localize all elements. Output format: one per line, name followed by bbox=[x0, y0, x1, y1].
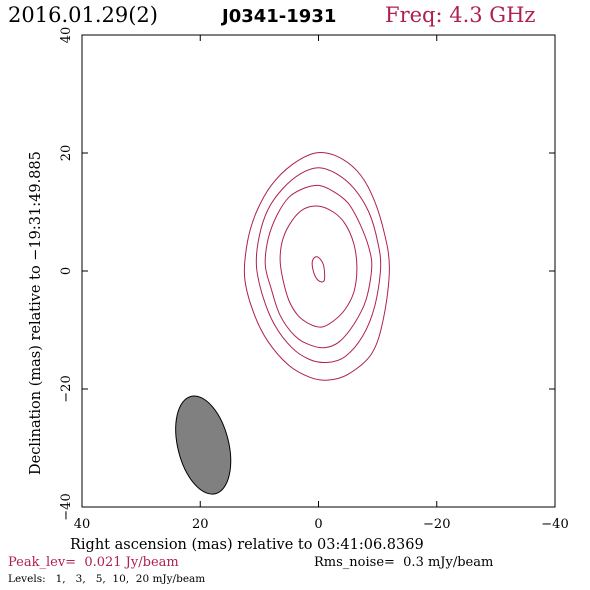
beam-ellipse bbox=[175, 395, 232, 495]
x-tick-label-1: 20 bbox=[192, 517, 209, 532]
peak-level: Peak_lev= 0.021 Jy/beam bbox=[8, 555, 179, 570]
y-tick-label-3: 20 bbox=[59, 145, 74, 162]
y-axis-title: Declination (mas) relative to −19:31:49.… bbox=[28, 151, 44, 475]
x-tick-label-4: −40 bbox=[541, 517, 568, 532]
y-tick-label-0: −40 bbox=[59, 493, 74, 520]
contour-levels: Levels: 1, 3, 5, 10, 20 mJy/beam bbox=[8, 573, 205, 585]
contour-lines bbox=[243, 151, 390, 381]
contour-level-3 bbox=[255, 167, 382, 364]
contour-level-10 bbox=[279, 205, 358, 328]
frequency-label: Freq: 4.3 GHz bbox=[385, 3, 535, 27]
y-tick-label-1: −20 bbox=[59, 375, 74, 402]
contour-level-20 bbox=[311, 256, 326, 283]
axis-ticks bbox=[81, 34, 556, 508]
rms-noise: Rms_noise= 0.3 mJy/beam bbox=[314, 555, 493, 570]
x-tick-label-2: 0 bbox=[314, 517, 322, 532]
plot-frame bbox=[81, 34, 556, 508]
source-name: J0341-1931 bbox=[220, 6, 336, 27]
epoch-date: 2016.01.29(2) bbox=[8, 3, 158, 27]
y-tick-label-2: 0 bbox=[59, 267, 74, 275]
beam-group bbox=[175, 395, 232, 495]
x-axis-title: Right ascension (mas) relative to 03:41:… bbox=[70, 537, 424, 553]
y-tick-label-4: 40 bbox=[59, 27, 74, 44]
x-tick-label-3: −20 bbox=[423, 517, 450, 532]
x-tick-label-0: 40 bbox=[74, 517, 91, 532]
contour-level-1 bbox=[243, 151, 390, 381]
contour-level-5 bbox=[264, 184, 373, 349]
x-tick-labels: 40 20 0 −20 −40 bbox=[74, 517, 569, 532]
y-tick-labels: −40 −20 0 20 40 bbox=[59, 27, 74, 521]
